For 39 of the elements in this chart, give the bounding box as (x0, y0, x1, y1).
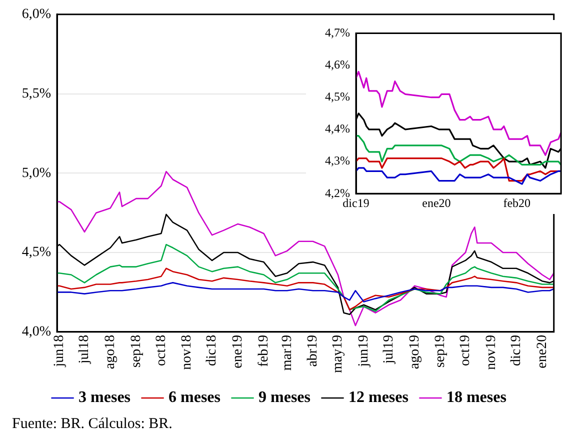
x-tick-label: jul19 (381, 334, 396, 365)
x-tick-label: mar19 (280, 334, 295, 371)
x-tick-label: feb19 (256, 334, 272, 367)
y-tick-label: 4,7% (325, 25, 350, 40)
legend-label: 18 meses (446, 389, 506, 406)
source-note: Fuente: BR. Cálculos: BR. (12, 416, 172, 433)
y-tick-label: 4,4% (325, 122, 350, 136)
x-tick-label: dic19 (509, 334, 524, 366)
legend-label: 6 meses (168, 389, 221, 406)
x-tick-label: dic18 (204, 334, 220, 366)
y-tick-label: 5,0% (22, 166, 52, 181)
x-tick-label: ago19 (407, 334, 422, 370)
legend-label: 3 meses (78, 389, 131, 406)
y-tick-label: 4,2% (325, 186, 350, 200)
x-tick-label: nov18 (180, 334, 195, 370)
x-tick-label: feb20 (503, 196, 531, 210)
y-tick-label: 4,0% (22, 324, 52, 340)
x-tick-label: oct19 (458, 334, 474, 366)
x-tick-label: sep18 (128, 334, 144, 368)
x-tick-label: ago18 (103, 334, 118, 370)
y-tick-label: 4,5% (22, 245, 52, 260)
y-tick-label: 4,3% (325, 154, 350, 168)
x-tick-label: jun18 (52, 334, 68, 368)
x-tick-label: jul18 (77, 334, 92, 365)
legend-label: 9 meses (258, 389, 310, 406)
x-tick-label: ene20 (534, 334, 550, 368)
y-tick-label: 5,5% (22, 86, 52, 102)
legend-label: 12 meses (348, 389, 408, 406)
x-tick-label: nov19 (484, 334, 499, 370)
x-tick-label: ene20 (422, 196, 451, 210)
x-tick-label: sep19 (433, 334, 448, 368)
y-tick-label: 4,5% (325, 90, 350, 104)
y-tick-label: 6,0% (22, 7, 52, 22)
x-tick-label: abr19 (306, 334, 321, 367)
x-tick-label: may19 (330, 334, 346, 374)
x-tick-label: ene19 (230, 334, 246, 368)
y-tick-label: 4,6% (325, 57, 350, 72)
x-tick-label: jun19 (356, 334, 372, 368)
x-tick-label: oct18 (154, 334, 169, 366)
